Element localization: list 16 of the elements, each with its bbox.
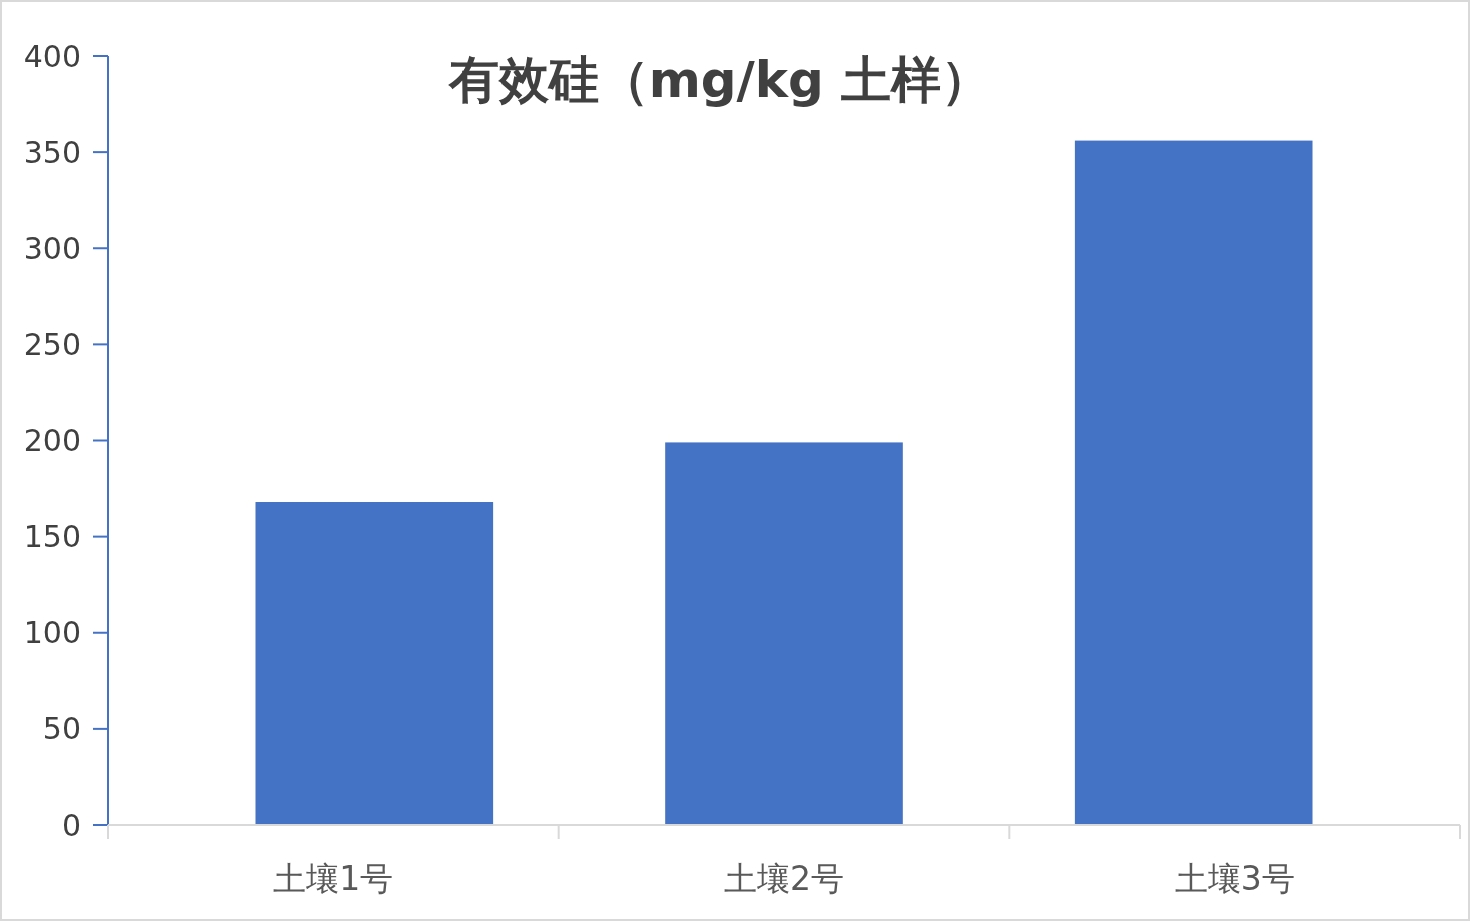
y-tick-label: 400 [23, 38, 81, 74]
y-tick-label: 50 [42, 711, 81, 747]
bar [665, 442, 903, 825]
y-tick-label: 250 [23, 326, 81, 362]
y-tick-label: 200 [23, 423, 81, 458]
y-tick-label: 350 [23, 134, 81, 170]
y-tick-label: 0 [61, 807, 81, 843]
y-tick-label: 150 [23, 519, 81, 555]
chart-title: 有效硅（mg/kg 土样） [447, 51, 992, 109]
x-tick-label: 土壤1号 [273, 859, 394, 898]
x-tick-label: 土壤3号 [1174, 859, 1295, 898]
bar [1074, 140, 1313, 825]
y-tick-label: 100 [23, 615, 81, 651]
x-tick-label: 土壤2号 [724, 859, 844, 898]
bar [255, 502, 494, 825]
y-tick-label: 300 [23, 230, 81, 266]
